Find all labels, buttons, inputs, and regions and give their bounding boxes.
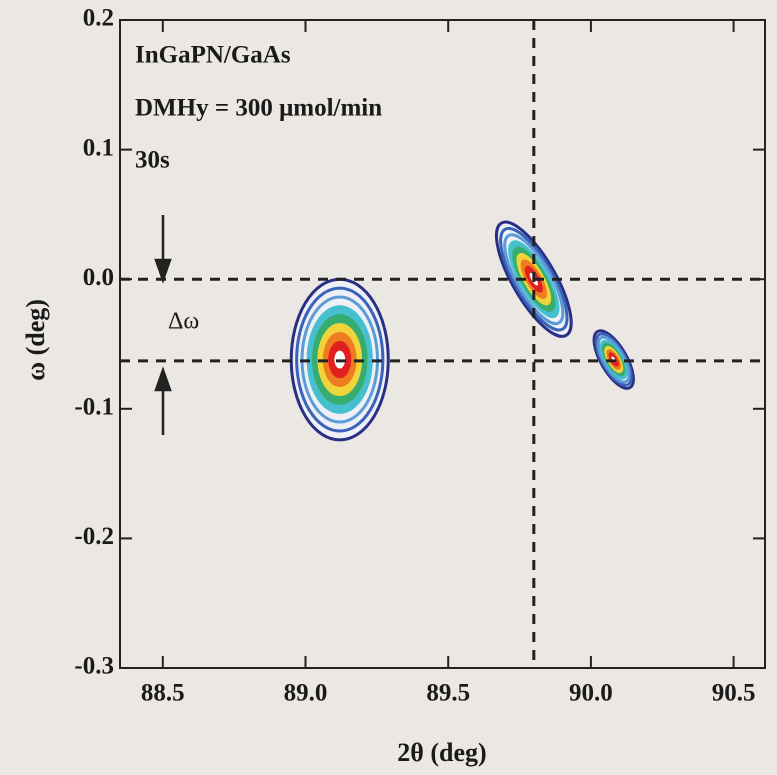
x-tick-label: 89.5: [426, 680, 470, 707]
delta-label: Δω: [168, 309, 199, 335]
y-tick-label: 0.0: [83, 264, 114, 291]
x-tick-label: 88.5: [141, 680, 185, 707]
contours: [291, 212, 641, 440]
x-tick-label: 90.0: [569, 680, 613, 707]
y-tick-label: -0.1: [74, 394, 114, 421]
annotation: InGaPN/GaAs: [135, 42, 291, 69]
y-tick-label: -0.3: [74, 653, 114, 680]
y-tick-label: -0.2: [74, 523, 114, 550]
y-tick-label: 0.2: [83, 5, 114, 32]
x-axis-label: 2θ (deg): [397, 738, 486, 767]
annotation: DMHy = 300 μmol/min: [135, 95, 382, 122]
x-tick-label: 90.5: [712, 680, 756, 707]
x-tick-label: 89.0: [284, 680, 328, 707]
y-tick-label: 0.1: [83, 134, 114, 161]
annotation: 30s: [135, 147, 170, 174]
chart: 88.5 89.0 89.5 90.0 90.5 0.2 0.1 0.0 -0.1 -0.2 -0.…: [0, 0, 777, 775]
y-axis-label: ω (deg): [21, 299, 50, 381]
